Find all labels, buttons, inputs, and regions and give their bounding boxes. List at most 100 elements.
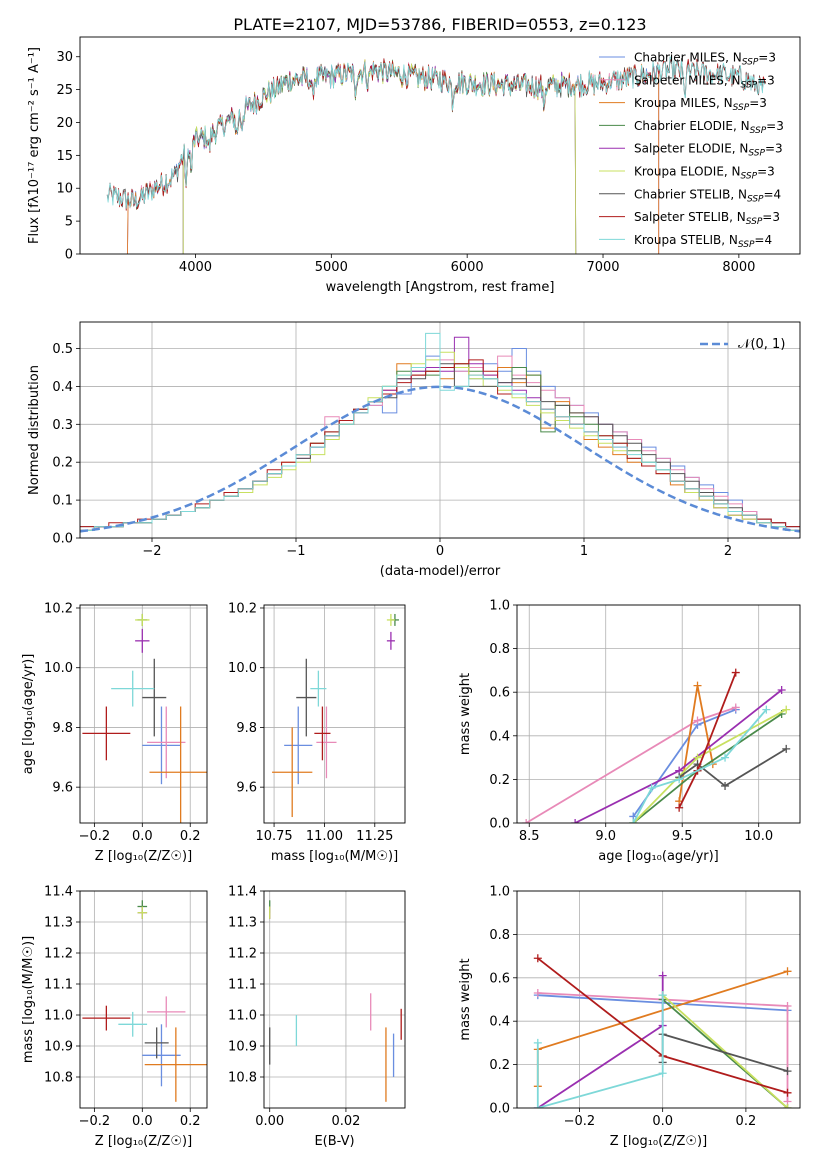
- weight-marker: [762, 705, 771, 714]
- error-bar-point: [272, 727, 313, 818]
- weight-marker: [731, 668, 740, 677]
- error-bar-point: [314, 706, 331, 761]
- x-tick-label: 2: [724, 544, 732, 559]
- y-axis-label: age [log₁₀(age/yr)]: [21, 654, 36, 775]
- error-bar-point: [147, 706, 186, 779]
- y-tick-label: 11.2: [44, 947, 73, 962]
- axes-frame: [516, 890, 801, 1109]
- y-tick-label: 10.8: [44, 1071, 73, 1086]
- legend-label: Salpeter ELODIE, NSSP=3: [634, 142, 783, 159]
- y-tick-label: 9.6: [52, 781, 73, 796]
- y-tick-label: 10.9: [228, 1040, 257, 1055]
- y-tick-label: 0.6: [489, 971, 510, 986]
- error-bar-point: [310, 670, 327, 707]
- x-tick-label: −2: [142, 544, 161, 559]
- spectrum-line: [182, 60, 577, 254]
- y-tick-label: 11.4: [228, 885, 257, 900]
- error-bar-point: [135, 628, 150, 653]
- y-tick-label: 0.2: [489, 1058, 510, 1073]
- x-axis-label: mass [log₁₀(M/M☉)]: [271, 849, 398, 864]
- weight-marker: [783, 1067, 792, 1076]
- y-tick-label: 30: [56, 50, 73, 65]
- y-tick-label: 0.8: [489, 642, 510, 657]
- weight-line: [662, 994, 789, 1108]
- y-tick-label: 9.6: [236, 781, 257, 796]
- weight-marker: [571, 819, 580, 823]
- weight-marker: [658, 1069, 667, 1078]
- histogram-series: [80, 332, 800, 538]
- y-tick-label: 10.0: [44, 661, 73, 676]
- y-tick-label: 10.0: [228, 661, 257, 676]
- legend-label: Salpeter STELIB, NSSP=3: [634, 210, 780, 227]
- y-tick-label: 0.0: [52, 532, 73, 547]
- legend-label: Salpeter MILES, NSSP=3: [634, 73, 775, 90]
- spectrum-line: [182, 59, 577, 254]
- y-tick-label: 0.6: [489, 686, 510, 701]
- panel-spectrum: 4000 5000 6000 7000 8000 0 5 10 15 20 25 30 waveleng…: [27, 36, 801, 295]
- error-bar-point: [118, 1011, 148, 1037]
- weight-line: [661, 1032, 788, 1072]
- axes-frame: [79, 604, 208, 824]
- legend-label: Chabrier ELODIE, NSSP=3: [634, 119, 784, 136]
- legend-label: 𝒩(0, 1): [738, 337, 785, 352]
- error-bar-point: [144, 1027, 207, 1102]
- error-bar-point: [316, 706, 337, 779]
- y-axis-label: Normed distribution: [27, 365, 42, 495]
- weight-marker: [782, 744, 791, 753]
- y-axis-label: mass weight: [458, 673, 473, 755]
- legend-label: Chabrier MILES, NSSP=3: [634, 51, 776, 68]
- y-tick-label: 0.5: [52, 342, 73, 357]
- plot-area: [522, 668, 791, 823]
- weight-marker: [533, 1104, 542, 1108]
- weight-marker: [522, 819, 531, 823]
- x-tick-label: 0.2: [180, 829, 201, 844]
- panel-mass-vs-Z: −0.2 0.0 0.2 10.8 10.9 11.0 11.1 11.2 11.3 11.4 Z …: [21, 885, 208, 1149]
- y-axis-label: Flux [fλ10⁻¹⁷ erg cm⁻² s⁻¹ A⁻¹]: [27, 47, 42, 244]
- axes-frame: [263, 604, 406, 824]
- weight-marker: [658, 991, 667, 1000]
- x-tick-label: 10.75: [255, 829, 292, 844]
- x-tick-label: 6000: [451, 260, 484, 275]
- x-tick-label: −0.2: [79, 829, 111, 844]
- x-tick-label: −0.2: [79, 1114, 111, 1129]
- y-tick-label: 9.8: [236, 721, 257, 736]
- y-tick-label: 11.2: [228, 947, 257, 962]
- legend-label: Kroupa STELIB, NSSP=4: [634, 233, 772, 250]
- x-tick-label: 7000: [586, 260, 619, 275]
- y-tick-label: 9.8: [52, 721, 73, 736]
- error-bar-point: [111, 670, 155, 707]
- weight-marker: [783, 1088, 792, 1097]
- x-axis-label: Z [log₁₀(Z/Z☉)]: [95, 849, 192, 864]
- y-tick-label: 11.1: [228, 978, 257, 993]
- x-tick-label: 4000: [179, 260, 212, 275]
- weight-marker: [782, 705, 791, 714]
- weight-marker: [647, 784, 656, 793]
- y-tick-label: 0.2: [52, 456, 73, 471]
- x-axis-label: E(B-V): [314, 1134, 354, 1149]
- x-tick-label: −0.2: [564, 1114, 596, 1129]
- y-tick-label: 0.2: [489, 773, 510, 788]
- error-bar-point: [284, 706, 313, 785]
- x-tick-label: 0.00: [255, 1114, 284, 1129]
- y-axis-label: mass weight: [458, 958, 473, 1040]
- plot-area: [82, 900, 207, 1102]
- weight-marker: [675, 775, 684, 784]
- panel-weight-vs-age: 8.5 9.0 9.5 10.0 0.0 0.2 0.4 0.6 0.8 1.0 age [log₁…: [458, 599, 801, 864]
- weight-marker: [693, 716, 702, 725]
- error-bar-point: [82, 1005, 131, 1031]
- weight-marker: [777, 686, 786, 695]
- error-bar-point: [135, 613, 150, 626]
- y-tick-label: 11.0: [228, 1009, 257, 1024]
- weight-marker: [783, 967, 792, 976]
- error-bar-point: [142, 706, 181, 785]
- weight-marker: [533, 988, 542, 997]
- x-axis-label: wavelength [Angstrom, rest frame]: [326, 280, 555, 295]
- x-tick-label: 0.2: [180, 1114, 201, 1129]
- y-tick-label: 0.1: [52, 494, 73, 509]
- weight-marker: [533, 954, 542, 963]
- x-axis-label: Z [log₁₀(Z/Z☉)]: [610, 1134, 707, 1149]
- y-tick-label: 15: [56, 149, 73, 164]
- normal-curve: [80, 385, 800, 533]
- x-tick-label: −1: [286, 544, 305, 559]
